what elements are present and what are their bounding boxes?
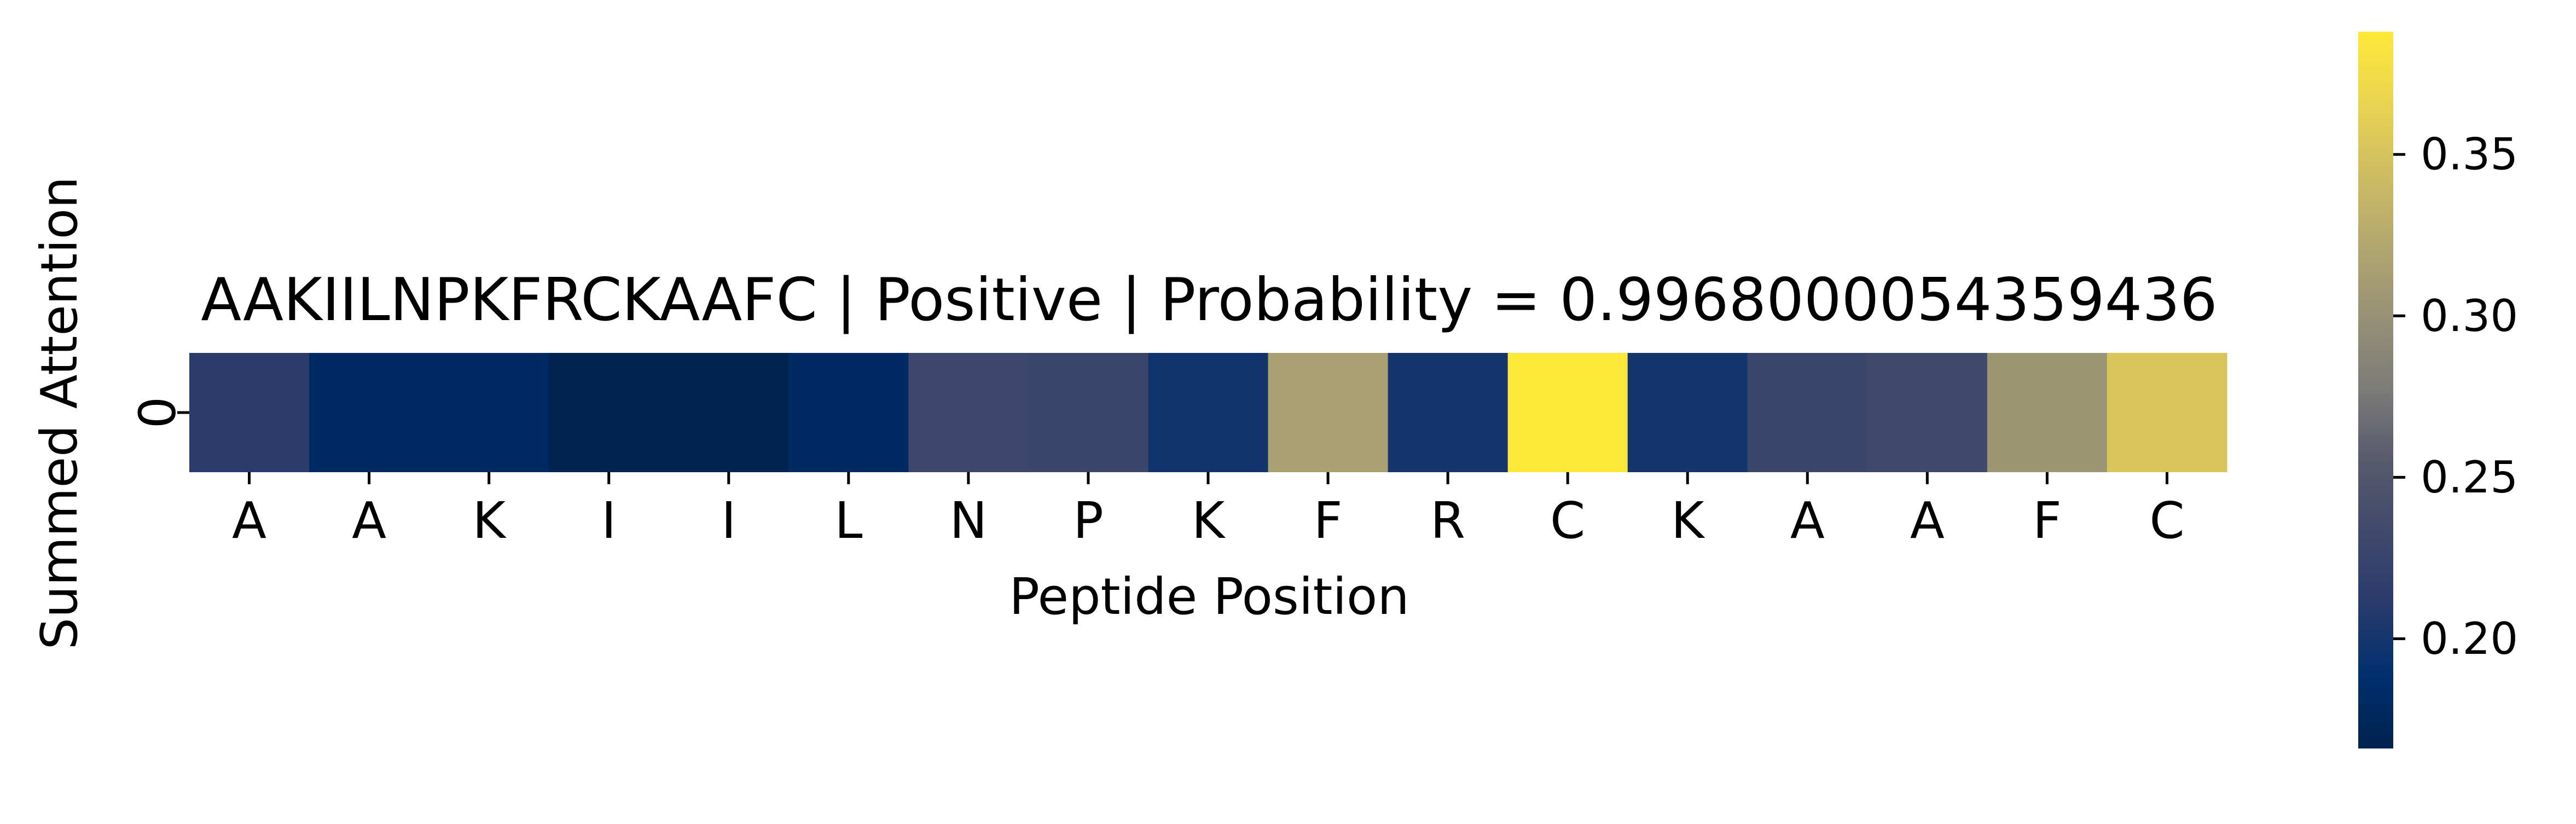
x-tick-label: A [1910,491,1945,550]
x-tick-label: A [352,491,386,550]
heatmap-cell [549,353,669,472]
heatmap-cell [1028,353,1149,472]
heatmap-cell [1987,353,2108,472]
colorbar-tick-label: 0.30 [2421,291,2518,341]
heatmap-cell [429,353,549,472]
x-tick-label: K [1671,491,1705,550]
heatmap-cell [908,353,1029,472]
heatmap-cell [788,353,909,472]
x-tick-label: P [1073,491,1103,550]
x-tick-label: K [472,491,507,550]
x-tick-label: A [1790,491,1825,550]
heatmap-cell [309,353,430,472]
heatmap-cells [189,353,2227,472]
colorbar-tick-label: 0.35 [2421,129,2518,180]
heatmap-cell [189,353,310,472]
y-axis-ticks: 0 [129,397,189,429]
heatmap-cell [1867,353,1988,472]
x-tick-label: C [2149,491,2184,550]
x-axis-label: Peptide Position [1009,567,1409,626]
heatmap-cell [2107,353,2227,472]
x-tick-label: F [1314,491,1343,550]
heatmap-cell [1747,353,1868,472]
x-tick-label: C [1550,491,1585,550]
y-axis-label: Summed Attention [30,177,89,650]
heatmap-cell [1388,353,1509,472]
heatmap-cell [1507,353,1628,472]
x-tick-label: L [834,491,862,550]
heatmap-cell [1148,353,1269,472]
heatmap-cell [1268,353,1389,472]
x-tick-label: N [949,491,987,550]
y-tick-label: 0 [129,397,187,429]
colorbar-tick-label: 0.25 [2421,452,2518,503]
x-tick-label: F [2033,491,2062,550]
heatmap-cell [669,353,789,472]
colorbar-ticks: 0.20 0.25 0.30 0.35 [2393,129,2518,664]
x-tick-label: K [1192,491,1226,550]
heatmap-cell [1627,353,1748,472]
chart-title: AAKIILNPKFRCKAAFC | Positive | Probabili… [201,266,2218,334]
colorbar [2358,32,2393,748]
x-tick-label: I [601,491,616,550]
x-tick-label: I [721,491,736,550]
x-tick-label: A [232,491,266,550]
colorbar-tick-label: 0.20 [2421,613,2518,664]
x-tick-label: R [1430,491,1465,550]
